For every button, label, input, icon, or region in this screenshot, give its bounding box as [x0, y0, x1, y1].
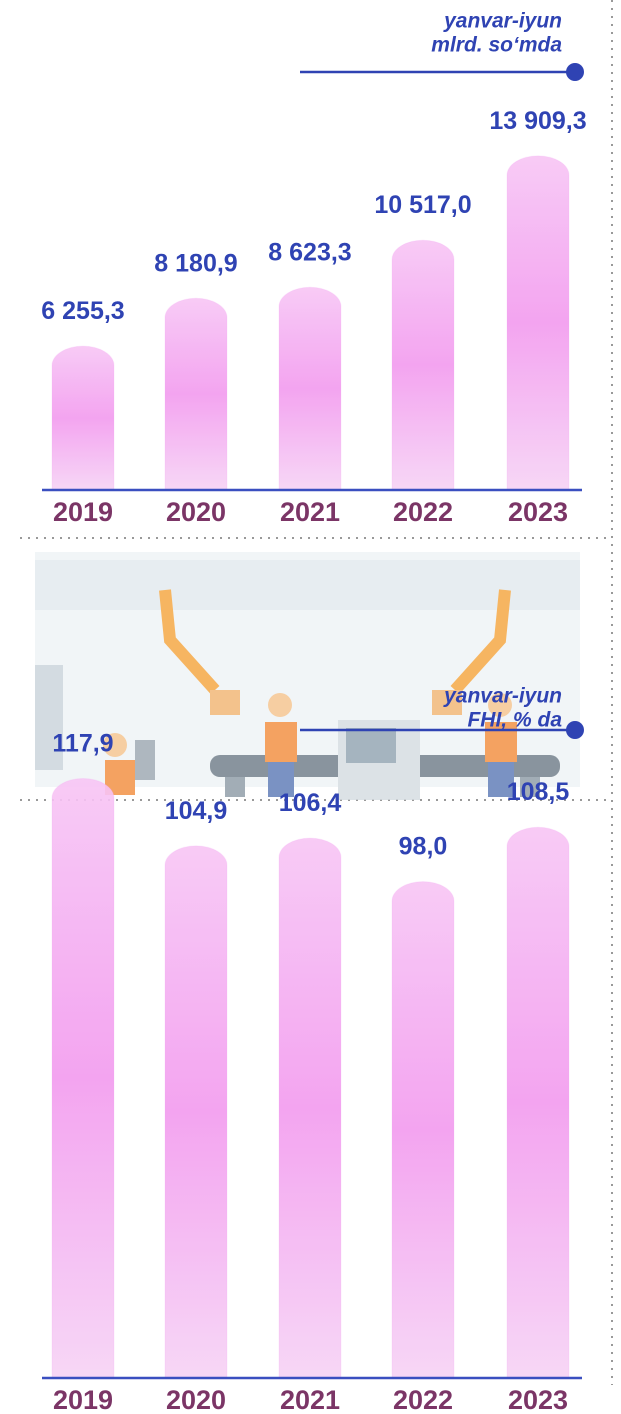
x-tick-label: 2022 [393, 497, 453, 527]
subtitle-dot [566, 63, 584, 81]
factory-illustration [35, 552, 580, 800]
subtitle: mlrd. so‘mda [431, 34, 562, 57]
value-label: 117,9 [52, 729, 113, 757]
x-tick-label: 2020 [166, 497, 226, 527]
bar [52, 779, 114, 1378]
x-tick-label: 2019 [53, 497, 113, 527]
x-tick-label: 2020 [166, 1385, 226, 1414]
bar [507, 827, 569, 1378]
x-tick-label: 2021 [280, 497, 340, 527]
bar [165, 298, 227, 490]
infographic: yanvar-iyunmlrd. so‘mda6 255,320198 180,… [0, 0, 621, 1414]
value-label: 8 180,9 [154, 249, 237, 277]
x-tick-label: 2023 [508, 1385, 568, 1414]
bar [279, 838, 341, 1378]
value-label: 13 909,3 [489, 107, 586, 135]
bar [507, 156, 569, 490]
bar [392, 240, 454, 490]
value-label: 8 623,3 [268, 238, 351, 266]
value-label: 106,4 [279, 789, 342, 817]
bar [392, 882, 454, 1378]
value-label: 104,9 [165, 797, 228, 825]
value-label: 10 517,0 [374, 191, 471, 219]
x-tick-label: 2023 [508, 497, 568, 527]
bar [165, 846, 227, 1378]
value-label: 6 255,3 [41, 297, 124, 325]
x-tick-label: 2021 [280, 1385, 340, 1414]
x-tick-label: 2019 [53, 1385, 113, 1414]
page: yanvar-iyunmlrd. so‘mda6 255,320198 180,… [0, 0, 621, 1414]
subtitle: yanvar-iyun [443, 685, 562, 708]
x-tick-label: 2022 [393, 1385, 453, 1414]
bar [279, 287, 341, 490]
subtitle: yanvar-iyun [443, 10, 562, 33]
subtitle-dot [566, 721, 584, 739]
value-label: 108,5 [507, 778, 570, 806]
bar [52, 346, 114, 490]
subtitle: FHI, % da [467, 709, 562, 732]
value-label: 98,0 [399, 833, 448, 861]
